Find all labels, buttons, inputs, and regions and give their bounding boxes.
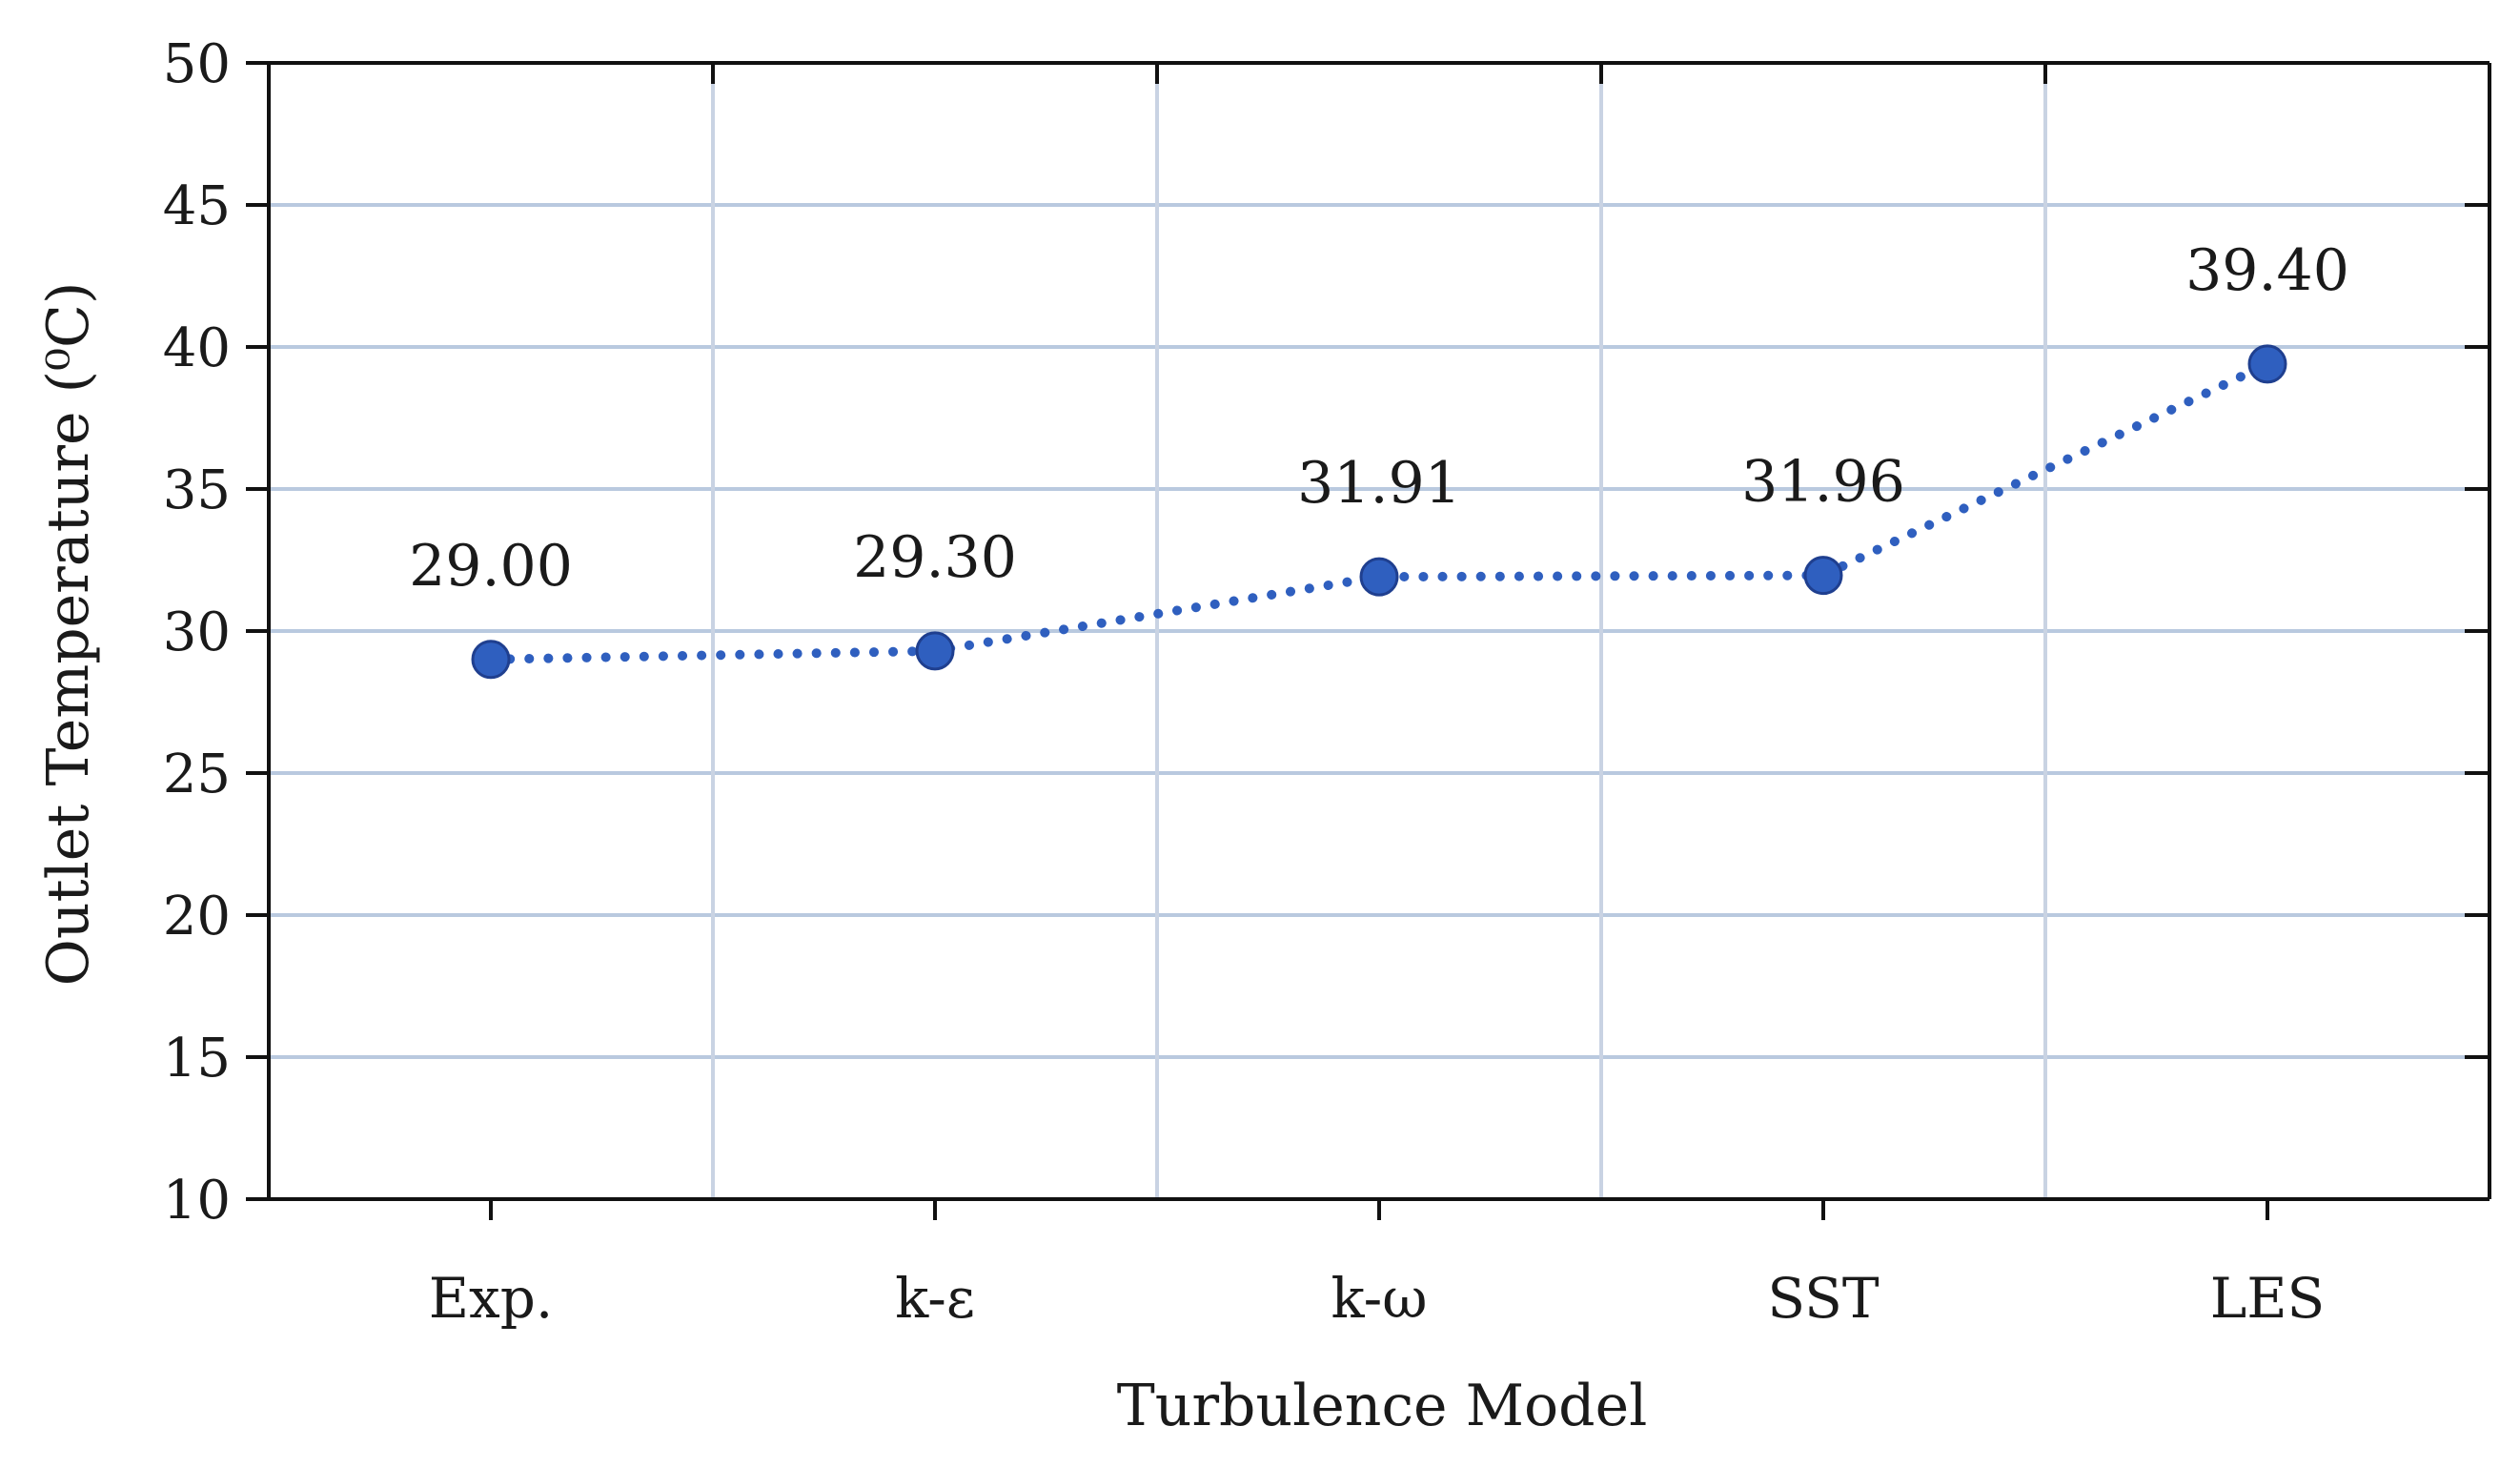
y-tick-label-35: 35 (163, 459, 231, 521)
x-tick-label-2: k-ω (1331, 1266, 1427, 1331)
data-point-3 (1803, 556, 1843, 596)
y-tick-label-45: 45 (163, 175, 231, 237)
data-label-2: 31.91 (1297, 450, 1461, 517)
y-tick-label-15: 15 (163, 1028, 231, 1090)
x-tick-label-0: Exp. (429, 1266, 554, 1331)
data-labels: 29.00 29.30 31.91 31.96 39.40 (409, 237, 2349, 600)
y-tick-label-20: 20 (163, 886, 231, 947)
y-axis-title: Outlet Temperature (⁰C) (35, 282, 102, 987)
y-axis: 10 15 20 25 30 35 40 45 50 (163, 33, 2490, 1232)
data-point-4 (2247, 344, 2287, 384)
y-tick-label-10: 10 (163, 1170, 231, 1232)
x-tick-label-1: k-ε (895, 1266, 975, 1331)
x-axis-title: Turbulence Model (1117, 1373, 1648, 1439)
data-point-0 (471, 640, 511, 680)
y-tick-label-25: 25 (163, 744, 231, 805)
y-tick-label-50: 50 (163, 33, 231, 95)
data-label-1: 29.30 (853, 524, 1017, 591)
gridlines (269, 63, 2490, 1199)
x-tick-label-3: SST (1767, 1266, 1879, 1331)
x-tick-label-4: LES (2210, 1266, 2326, 1331)
y-tick-label-30: 30 (163, 601, 231, 663)
x-axis: Exp. k-ε k-ω SST LES (429, 63, 2326, 1331)
data-label-4: 39.40 (2185, 237, 2349, 304)
data-point-2 (1359, 557, 1399, 597)
y-tick-label-40: 40 (163, 317, 231, 379)
data-label-0: 29.00 (409, 533, 573, 600)
series-points (471, 344, 2287, 680)
data-label-3: 31.96 (1741, 449, 1905, 516)
data-point-1 (915, 631, 955, 671)
